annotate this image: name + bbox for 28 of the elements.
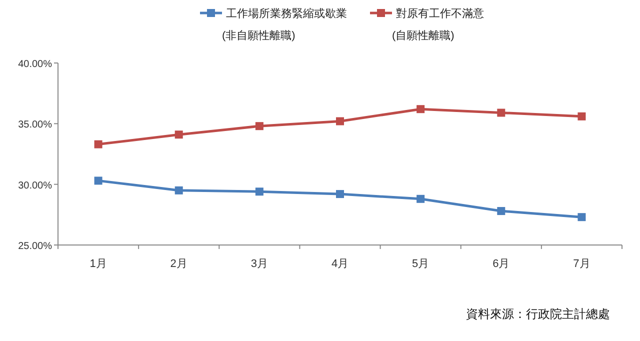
point xyxy=(497,207,506,216)
point xyxy=(174,186,183,194)
y-tick-label: 35.00% xyxy=(18,120,52,131)
point xyxy=(416,194,425,203)
point xyxy=(94,140,102,148)
point xyxy=(255,122,264,130)
x-tick-label: 3月 xyxy=(250,258,268,270)
x-tick-label: 7月 xyxy=(573,258,590,270)
x-tick-label: 5月 xyxy=(412,258,430,270)
point xyxy=(416,105,425,114)
source-note: 資料來源：行政院主計總處 xyxy=(466,307,610,321)
y-tick-label: 40.00% xyxy=(18,59,52,70)
point xyxy=(255,188,264,196)
point xyxy=(174,130,183,139)
point xyxy=(497,108,506,117)
x-tick-label: 4月 xyxy=(331,258,349,270)
point xyxy=(578,112,586,120)
point xyxy=(578,213,586,222)
x-tick-label: 2月 xyxy=(170,258,188,270)
y-tick-label: 25.00% xyxy=(18,241,52,252)
legend-label: 工作場所業務緊縮或歇業 (非自願性離職) xyxy=(222,7,347,42)
x-tick-label: 6月 xyxy=(492,258,510,270)
x-tick-label: 1月 xyxy=(90,258,107,270)
point xyxy=(94,176,102,185)
y-tick-label: 30.00% xyxy=(18,180,52,192)
legend-label: 對原有工作不滿意 (自願性離職) xyxy=(392,7,484,42)
point xyxy=(336,190,344,198)
point xyxy=(336,117,344,126)
